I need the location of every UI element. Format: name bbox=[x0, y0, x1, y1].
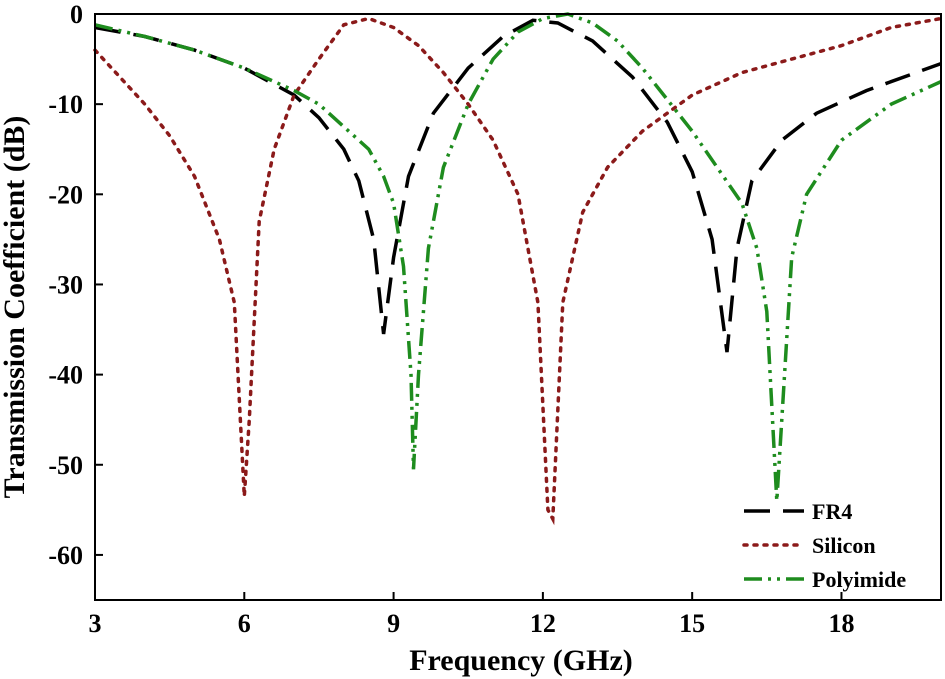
y-tick-label: -60 bbox=[48, 541, 83, 570]
plot-curves bbox=[93, 12, 943, 526]
legend: FR4 Silicon Polyimide bbox=[742, 499, 906, 592]
axes: 3 6 9 12 15 18 0 -10 -20 -30 -40 -50 -60 bbox=[48, 0, 854, 638]
series-line-fr4 bbox=[94, 18, 942, 353]
series-line-polyimide bbox=[94, 12, 942, 501]
x-axis-title: Frequency (GHz) bbox=[409, 644, 633, 677]
plot-frame bbox=[94, 13, 942, 601]
x-tick-label: 18 bbox=[828, 609, 854, 638]
series-line-silicon bbox=[93, 16, 943, 526]
x-tick-label: 15 bbox=[679, 609, 705, 638]
x-tick-label: 6 bbox=[238, 609, 251, 638]
y-axis-title: Transmission Coefficient (dB) bbox=[0, 116, 31, 499]
y-tick-label: -40 bbox=[48, 361, 83, 390]
y-tick-label: -20 bbox=[48, 180, 83, 209]
y-tick-label: -50 bbox=[48, 451, 83, 480]
legend-label-silicon: Silicon bbox=[812, 533, 876, 558]
y-tick-label: 0 bbox=[70, 0, 83, 29]
legend-label-polyimide: Polyimide bbox=[812, 567, 906, 592]
x-tick-label: 12 bbox=[530, 609, 556, 638]
x-tick-label: 3 bbox=[89, 609, 102, 638]
legend-label-fr4: FR4 bbox=[812, 499, 852, 524]
y-tick-label: -30 bbox=[48, 270, 83, 299]
y-tick-label: -10 bbox=[48, 90, 83, 119]
x-tick-label: 9 bbox=[387, 609, 400, 638]
